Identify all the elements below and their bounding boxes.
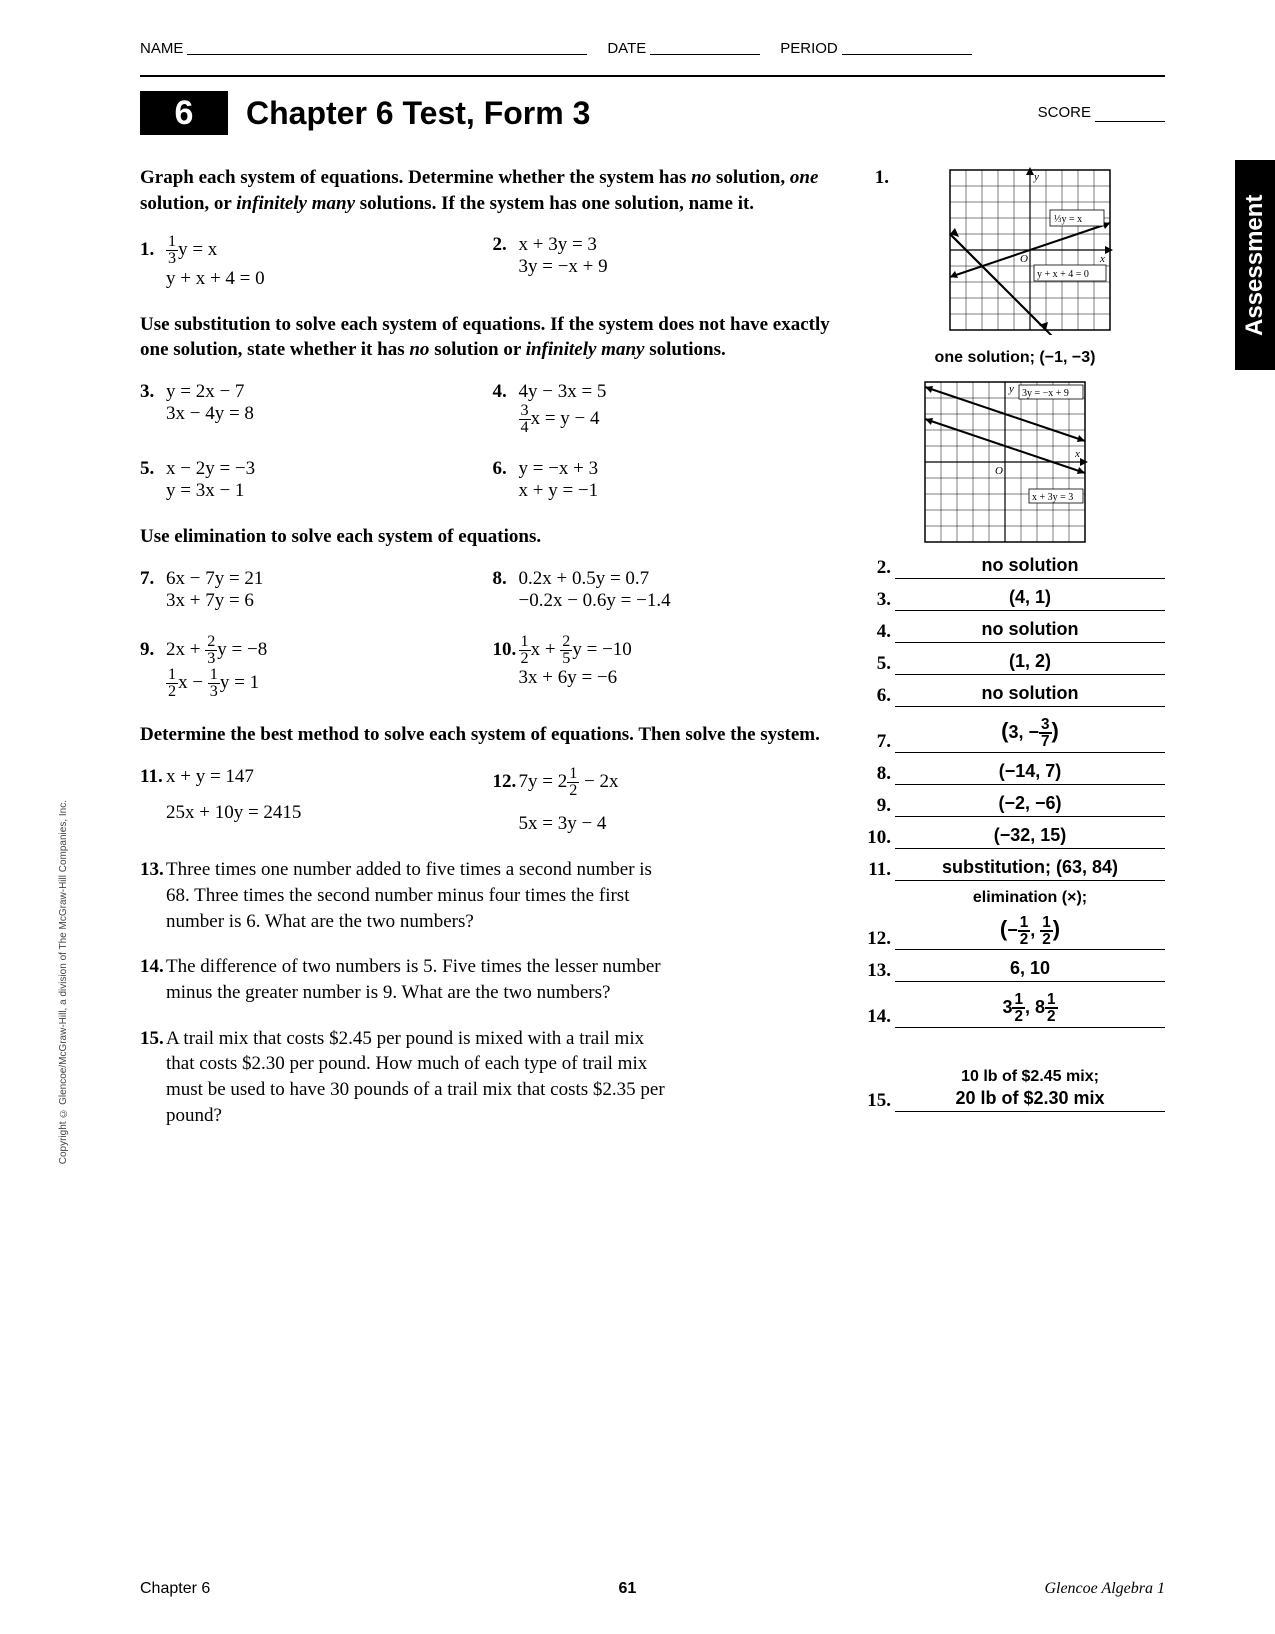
problem-14: 14.The difference of two numbers is 5. F…	[140, 954, 845, 1005]
problem-4: 4.4y − 3x = 5 34x = y − 4	[493, 381, 846, 436]
svg-text:3y = −x + 9: 3y = −x + 9	[1022, 388, 1069, 399]
period-label: PERIOD	[780, 40, 838, 57]
problem-9: 9.2x + 23y = −8 12x − 13y = 1	[140, 634, 493, 701]
problem-13: 13.Three times one number added to five …	[140, 857, 845, 934]
answer-12-note: elimination (×);	[895, 889, 1165, 907]
answer-11: substitution; (63, 84)	[895, 857, 1165, 881]
svg-text:⅓y = x: ⅓y = x	[1054, 214, 1082, 225]
answer-1-caption: one solution; (−1, −3)	[865, 349, 1165, 367]
svg-text:y: y	[1033, 171, 1039, 183]
answer-6: no solution	[895, 683, 1165, 707]
date-label: DATE	[607, 40, 646, 57]
problem-2: 2.x + 3y = 3 3y = −x + 9	[493, 234, 846, 289]
problem-8: 8.0.2x + 0.5y = 0.7 −0.2x − 0.6y = −1.4	[493, 568, 846, 612]
answer-10: (−32, 15)	[895, 825, 1165, 849]
copyright: Copyright © Glencoe/McGraw-Hill, a divis…	[58, 800, 69, 1164]
svg-text:y + x + 4 = 0: y + x + 4 = 0	[1037, 269, 1089, 280]
graph-1: y x O ⅓y = x y + x + 4 = 0	[930, 165, 1130, 335]
date-field[interactable]	[650, 40, 760, 55]
instructions-4: Determine the best method to solve each …	[140, 722, 845, 748]
graph-2: y x O 3y = −x + 9 x + 3y = 3	[905, 377, 1105, 547]
svg-text:O: O	[1020, 253, 1028, 265]
answer-13: 6, 10	[895, 958, 1165, 982]
svg-text:x + 3y = 3: x + 3y = 3	[1032, 492, 1073, 503]
name-field[interactable]	[187, 40, 587, 55]
problem-10: 10.12x + 25y = −10 3x + 6y = −6	[493, 634, 846, 701]
problem-11: 11.x + y = 147 25x + 10y = 2415	[140, 766, 493, 835]
problem-15: 15.A trail mix that costs $2.45 per poun…	[140, 1026, 845, 1129]
problem-7: 7.6x − 7y = 21 3x + 7y = 6	[140, 568, 493, 612]
problem-3: 3.y = 2x − 7 3x − 4y = 8	[140, 381, 493, 436]
assessment-tab: Assessment	[1235, 160, 1275, 370]
answer-8: (−14, 7)	[895, 761, 1165, 785]
footer-right: Glencoe Algebra 1	[1044, 1580, 1165, 1598]
problem-12: 12.7y = 212 − 2x 5x = 3y − 4	[493, 766, 846, 835]
answer-4: no solution	[895, 619, 1165, 643]
chapter-number: 6	[140, 91, 228, 135]
problem-5: 5.x − 2y = −3 y = 3x − 1	[140, 458, 493, 502]
chapter-title: Chapter 6 Test, Form 3	[246, 95, 1038, 132]
answer-9: (−2, −6)	[895, 793, 1165, 817]
answer-num-1: 1.	[865, 165, 895, 189]
answer-3: (4, 1)	[895, 587, 1165, 611]
answer-14: 312, 812	[895, 992, 1165, 1028]
svg-text:x: x	[1099, 253, 1105, 265]
score-field[interactable]	[1095, 106, 1165, 122]
footer-page: 61	[618, 1580, 636, 1598]
answer-15a: 10 lb of $2.45 mix;	[895, 1068, 1165, 1086]
instructions-2: Use substitution to solve each system of…	[140, 312, 845, 363]
instructions-1: Graph each system of equations. Determin…	[140, 165, 845, 216]
answer-7: (3, −37)	[895, 717, 1165, 753]
footer-left: Chapter 6	[140, 1580, 210, 1598]
answer-5: (1, 2)	[895, 651, 1165, 675]
problem-6: 6.y = −x + 3 x + y = −1	[493, 458, 846, 502]
svg-text:x: x	[1074, 448, 1080, 460]
problem-1: 1.13y = x y + x + 4 = 0	[140, 234, 493, 289]
instructions-3: Use elimination to solve each system of …	[140, 524, 845, 550]
svg-text:y: y	[1008, 383, 1014, 395]
answer-2: no solution	[895, 555, 1165, 579]
answer-12: (−12, 12)	[895, 915, 1165, 951]
name-label: NAME	[140, 40, 183, 57]
score-label: SCORE	[1038, 104, 1091, 121]
period-field[interactable]	[842, 40, 972, 55]
answer-15b: 20 lb of $2.30 mix	[895, 1088, 1165, 1112]
svg-text:O: O	[995, 465, 1003, 477]
